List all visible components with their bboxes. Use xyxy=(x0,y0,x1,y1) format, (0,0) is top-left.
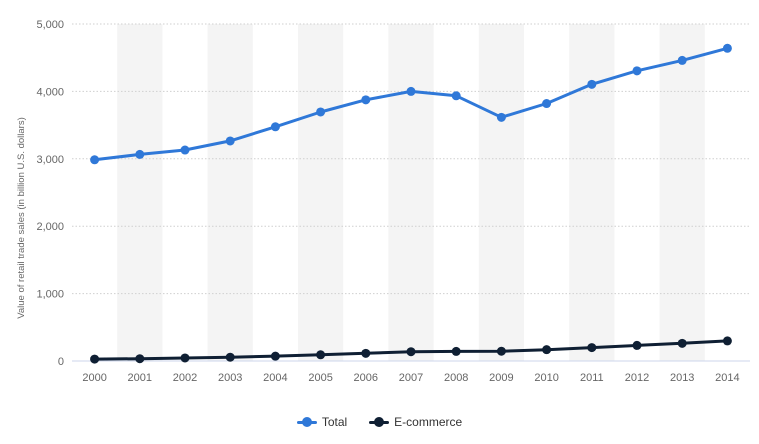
data-point[interactable] xyxy=(496,112,506,122)
y-axis: 0 1,000 2,000 3,000 4,000 5,000 xyxy=(36,19,64,368)
x-tick-label: 2006 xyxy=(354,372,378,384)
data-point[interactable] xyxy=(632,340,642,350)
legend-label: E-commerce xyxy=(394,415,463,429)
x-tick-label: 2011 xyxy=(580,372,604,384)
data-point[interactable] xyxy=(496,346,506,356)
x-tick-label: 2008 xyxy=(444,372,468,384)
band-2007 xyxy=(388,24,434,361)
data-point[interactable] xyxy=(451,91,461,101)
legend-label: Total xyxy=(321,415,348,429)
legend-swatch xyxy=(296,417,317,427)
data-point[interactable] xyxy=(270,122,280,132)
data-point[interactable] xyxy=(180,145,190,155)
y-tick-label: 1,000 xyxy=(36,289,64,301)
series-e-commerce xyxy=(90,336,732,364)
y-tick-label: 2,000 xyxy=(36,221,64,233)
x-tick-label: 2005 xyxy=(308,372,332,384)
y-tick-label: 4,000 xyxy=(36,86,64,98)
y-axis-label: Value of retail trade sales (in billion … xyxy=(16,117,27,319)
band-2009 xyxy=(478,24,524,361)
data-point[interactable] xyxy=(361,348,371,358)
x-tick-label: 2010 xyxy=(534,372,558,384)
series-total xyxy=(90,43,732,165)
y-tick-label: 0 xyxy=(58,356,64,368)
data-point[interactable] xyxy=(406,347,416,357)
data-point[interactable] xyxy=(542,99,552,109)
data-point[interactable] xyxy=(316,350,326,360)
band-2013 xyxy=(659,24,705,361)
band-2003 xyxy=(207,24,253,361)
data-point[interactable] xyxy=(632,66,642,76)
data-point[interactable] xyxy=(316,107,326,117)
band-2011 xyxy=(569,24,615,361)
data-point[interactable] xyxy=(677,55,687,65)
x-tick-label: 2013 xyxy=(670,372,694,384)
data-point[interactable] xyxy=(361,95,371,105)
data-point[interactable] xyxy=(542,345,552,355)
data-point[interactable] xyxy=(677,338,687,348)
data-point[interactable] xyxy=(587,343,597,353)
x-tick-label: 2014 xyxy=(715,372,739,384)
data-point[interactable] xyxy=(135,354,145,364)
data-point[interactable] xyxy=(135,149,145,159)
x-tick-label: 2003 xyxy=(218,372,242,384)
band-2005 xyxy=(298,24,344,361)
band-2001 xyxy=(117,24,163,361)
data-point[interactable] xyxy=(587,79,597,89)
series-layer xyxy=(90,43,732,364)
legend-item-e-commerce[interactable]: E-commerce xyxy=(369,415,462,429)
y-tick-label: 3,000 xyxy=(36,154,64,166)
data-point[interactable] xyxy=(270,351,280,361)
legend: Total E-commerce xyxy=(0,415,759,429)
data-point[interactable] xyxy=(406,86,416,96)
data-point[interactable] xyxy=(225,136,235,146)
x-tick-label: 2007 xyxy=(399,372,423,384)
data-point[interactable] xyxy=(90,354,100,364)
x-tick-label: 2000 xyxy=(82,372,106,384)
gridlines xyxy=(72,23,750,295)
data-point[interactable] xyxy=(90,155,100,165)
legend-item-total[interactable]: Total xyxy=(296,415,348,429)
data-point[interactable] xyxy=(225,352,235,362)
x-tick-label: 2009 xyxy=(489,372,513,384)
x-tick-label: 2001 xyxy=(128,372,152,384)
y-tick-label: 5,000 xyxy=(36,19,64,31)
x-tick-label: 2004 xyxy=(263,372,287,384)
data-point[interactable] xyxy=(722,43,732,53)
data-point[interactable] xyxy=(451,346,461,356)
x-axis: 2000 2001 2002 2003 2004 2005 2006 2007 2008 2009… xyxy=(72,360,750,384)
data-point[interactable] xyxy=(722,336,732,346)
x-tick-label: 2002 xyxy=(173,372,197,384)
x-tick-label: 2012 xyxy=(625,372,649,384)
alternating-bands xyxy=(117,24,705,361)
legend-swatch xyxy=(369,417,390,427)
data-point[interactable] xyxy=(180,353,190,363)
